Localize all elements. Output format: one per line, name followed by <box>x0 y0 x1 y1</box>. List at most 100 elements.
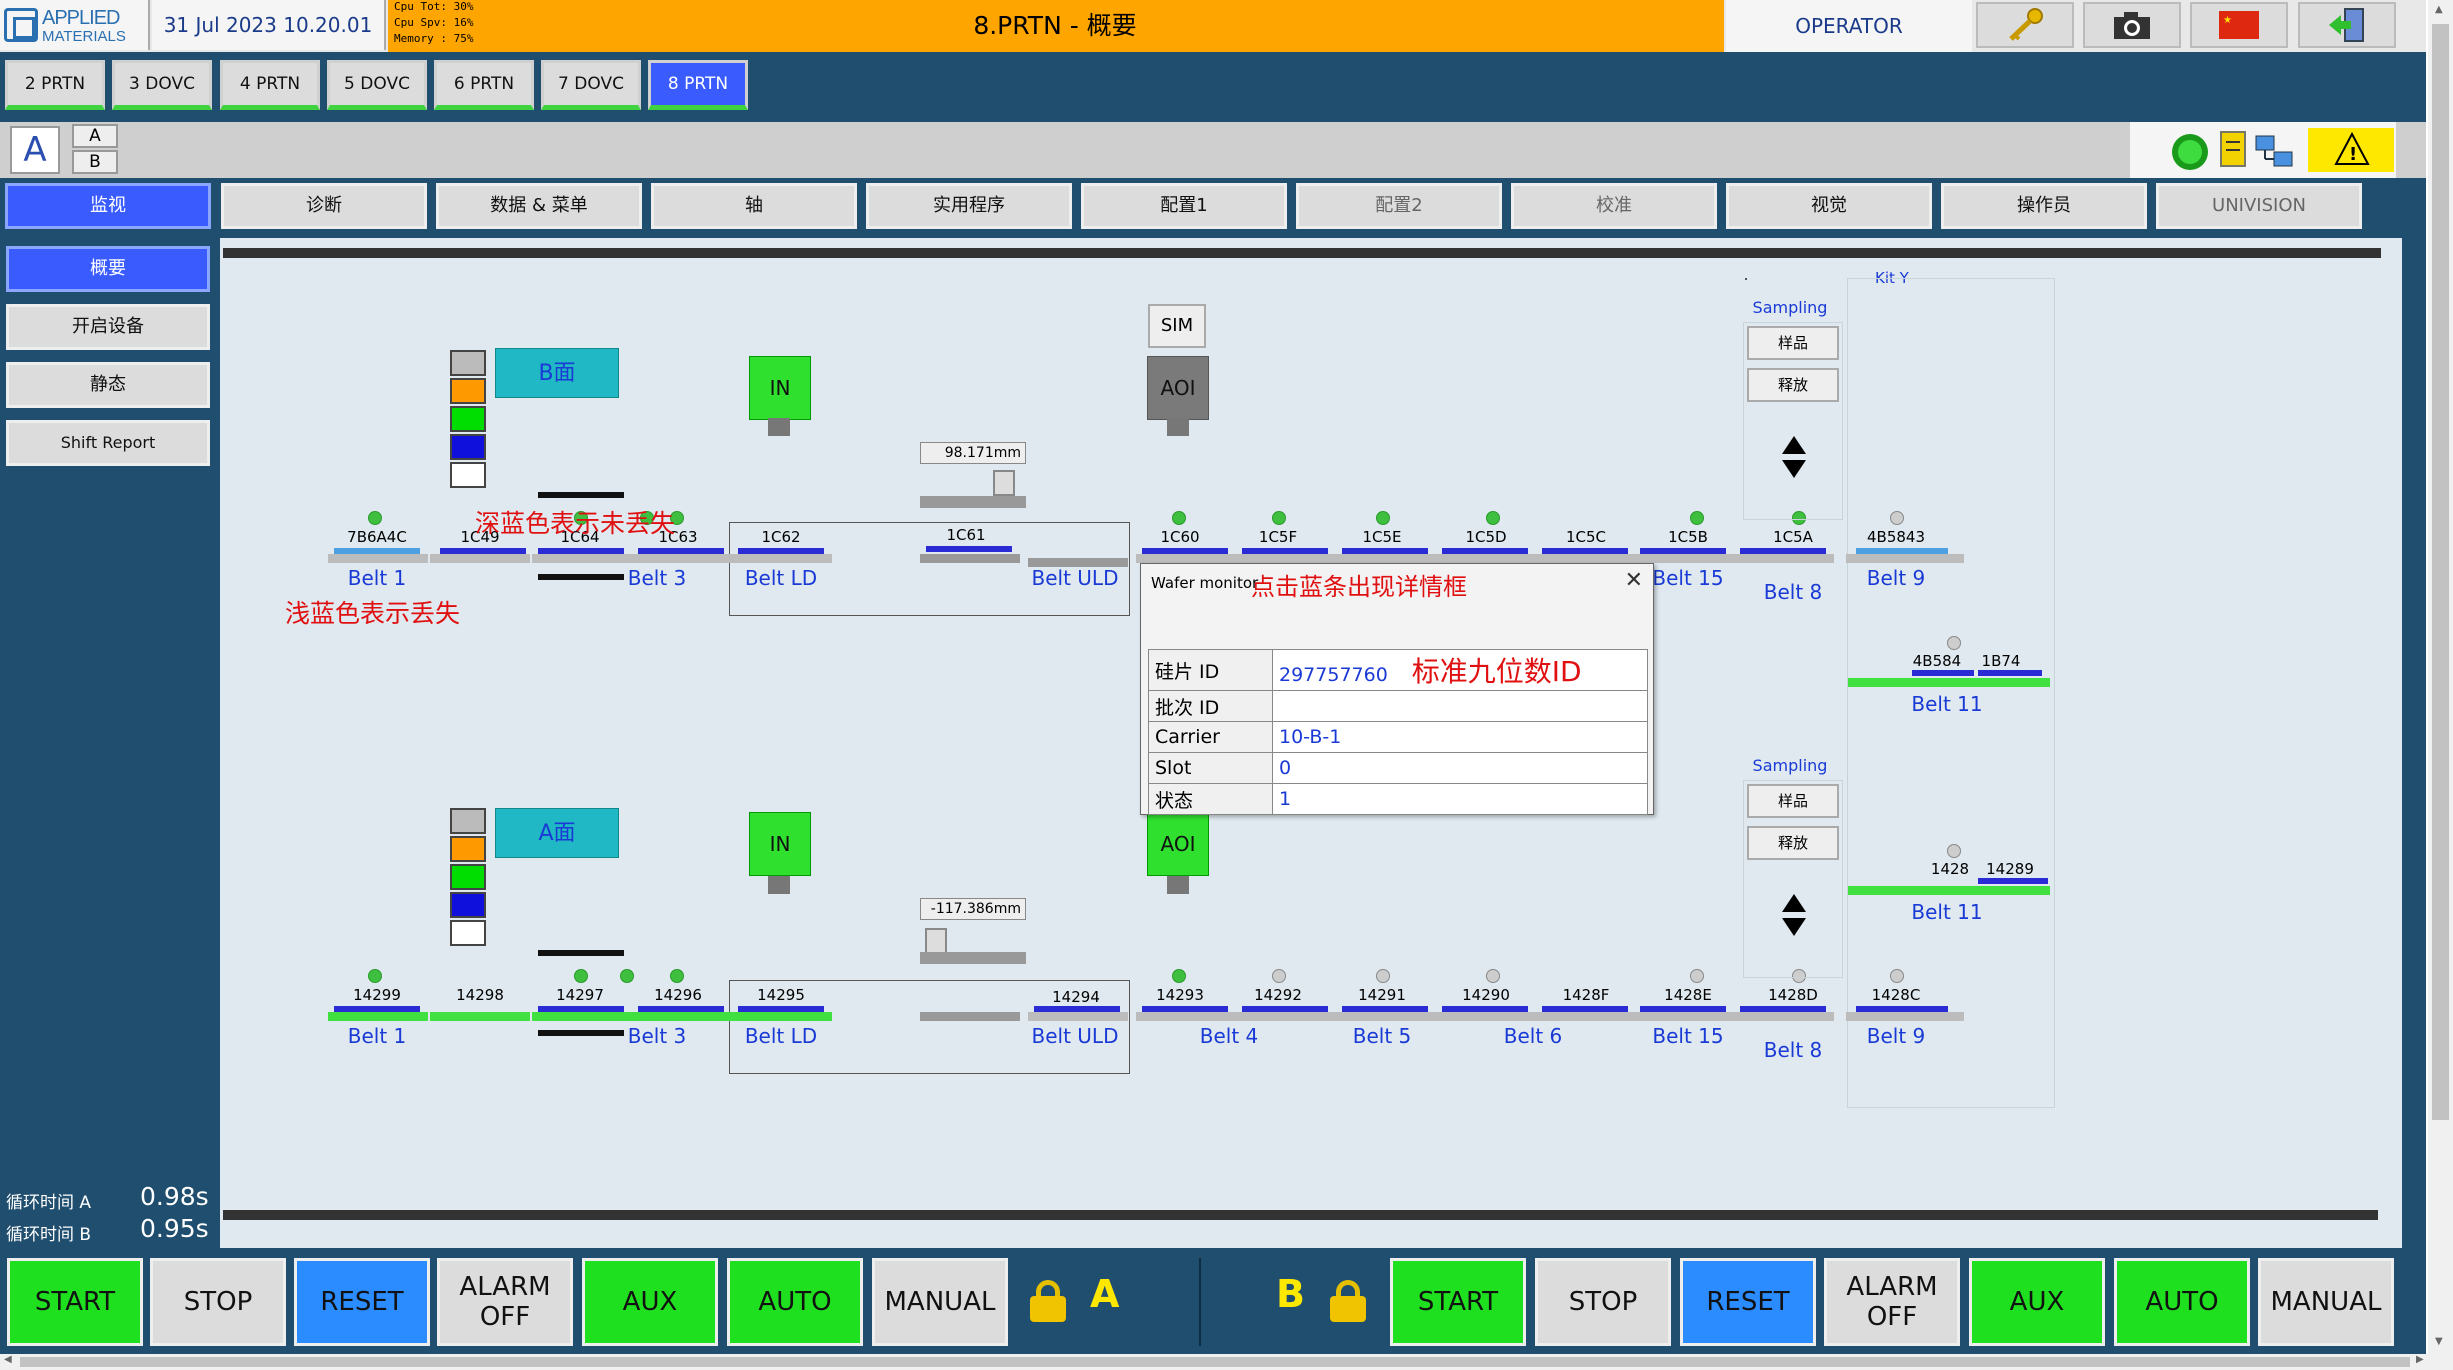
sidebar-item-shift-report[interactable]: Shift Report <box>6 420 210 466</box>
wafer-bar[interactable] <box>440 548 526 554</box>
wafer-bar[interactable] <box>926 546 1012 552</box>
login-key-button[interactable] <box>1976 2 2074 48</box>
wafer-bar[interactable] <box>1740 548 1826 554</box>
wafer-bar[interactable] <box>1542 548 1628 554</box>
lock-b-icon[interactable] <box>1330 1280 1366 1322</box>
alarm-off-a-button[interactable]: ALARM OFF <box>437 1258 573 1346</box>
start-b-button[interactable]: START <box>1390 1258 1526 1346</box>
wafer-bar[interactable] <box>1142 1006 1228 1012</box>
belt-label: Belt 3 <box>627 1024 687 1048</box>
wafer-bar[interactable] <box>1142 548 1228 554</box>
close-icon[interactable]: ✕ <box>1624 568 1643 593</box>
aoi-station-top[interactable]: AOI <box>1147 356 1209 420</box>
language-button[interactable]: ★ <box>2190 2 2288 48</box>
reset-a-button[interactable]: RESET <box>294 1258 430 1346</box>
field-key: Carrier <box>1148 721 1273 753</box>
tab-2-prtn[interactable]: 2 PRTN <box>5 60 105 110</box>
sample-button[interactable]: 样品 <box>1747 326 1839 360</box>
wafer-id: 4B5843 <box>1866 528 1926 546</box>
wafer-bar[interactable] <box>1342 548 1428 554</box>
tab-5-dovc[interactable]: 5 DOVC <box>327 60 427 110</box>
scroll-up-icon[interactable]: ▲ <box>2435 4 2443 15</box>
wafer-bar[interactable] <box>538 548 624 554</box>
in-station-bottom[interactable]: IN <box>749 812 811 876</box>
sidebar-item-start-equipment[interactable]: 开启设备 <box>6 304 210 350</box>
menu-data-recipes[interactable]: 数据 & 菜单 <box>436 183 642 229</box>
wafer-bar[interactable] <box>334 548 420 554</box>
menu-vision[interactable]: 视觉 <box>1726 183 1932 229</box>
reset-b-button[interactable]: RESET <box>1680 1258 1816 1346</box>
release-button[interactable]: 释放 <box>1747 826 1839 860</box>
stop-b-button[interactable]: STOP <box>1535 1258 1671 1346</box>
auto-a-button[interactable]: AUTO <box>727 1258 863 1346</box>
exit-button[interactable] <box>2298 2 2396 48</box>
wafer-bar[interactable] <box>638 548 724 554</box>
wafer-bar[interactable] <box>738 548 824 554</box>
wafer-bar[interactable] <box>334 1006 420 1012</box>
manual-b-button[interactable]: MANUAL <box>2258 1258 2394 1346</box>
menu-calibration[interactable]: 校准 <box>1511 183 1717 229</box>
wafer-bar[interactable] <box>538 1006 624 1012</box>
tab-6-prtn[interactable]: 6 PRTN <box>434 60 534 110</box>
auto-b-button[interactable]: AUTO <box>2114 1258 2250 1346</box>
wafer-bar[interactable] <box>1640 548 1726 554</box>
wafer-bar[interactable] <box>1442 1006 1528 1012</box>
wafer-bar[interactable] <box>1242 1006 1328 1012</box>
vertical-scrollbar[interactable]: ▲ ▼ <box>2428 0 2453 1354</box>
aux-a-button[interactable]: AUX <box>582 1258 718 1346</box>
wafer-bar[interactable] <box>1912 670 1974 676</box>
tab-8-prtn[interactable]: 8 PRTN <box>648 60 748 110</box>
menu-axes[interactable]: 轴 <box>651 183 857 229</box>
sidebar-item-overview[interactable]: 概要 <box>6 246 210 292</box>
lock-a-icon[interactable] <box>1030 1280 1066 1322</box>
up-down-arrow-icon[interactable] <box>1781 436 1807 478</box>
release-button[interactable]: 释放 <box>1747 368 1839 402</box>
sim-button[interactable]: SIM <box>1148 304 1206 348</box>
scroll-left-icon[interactable]: ◀ <box>4 1354 12 1365</box>
wafer-bar[interactable] <box>1640 1006 1726 1012</box>
menu-operator[interactable]: 操作员 <box>1941 183 2147 229</box>
wafer-bar[interactable] <box>638 1006 724 1012</box>
wafer-bar[interactable] <box>1342 1006 1428 1012</box>
scroll-right-icon[interactable]: ▶ <box>2416 1354 2424 1365</box>
warning-indicator[interactable]: ! <box>2308 128 2394 172</box>
aoi-station-bottom[interactable]: AOI <box>1147 812 1209 876</box>
side-a-button[interactable]: A <box>72 124 118 148</box>
scrollbar-thumb[interactable] <box>20 1357 2410 1367</box>
wafer-bar[interactable] <box>738 1006 824 1012</box>
wafer-bar[interactable] <box>1978 670 2042 676</box>
stop-a-button[interactable]: STOP <box>150 1258 286 1346</box>
wafer-bar[interactable] <box>1978 878 2048 884</box>
wafer-bar[interactable] <box>1542 1006 1628 1012</box>
sample-button[interactable]: 样品 <box>1747 784 1839 818</box>
sampling-frame <box>1743 322 1843 520</box>
menu-diagnostics[interactable]: 诊断 <box>221 183 427 229</box>
tab-3-dovc[interactable]: 3 DOVC <box>112 60 212 110</box>
in-station-top[interactable]: IN <box>749 356 811 420</box>
manual-a-button[interactable]: MANUAL <box>872 1258 1008 1346</box>
tab-4-prtn[interactable]: 4 PRTN <box>220 60 320 110</box>
tab-7-dovc[interactable]: 7 DOVC <box>541 60 641 110</box>
menu-config1[interactable]: 配置1 <box>1081 183 1287 229</box>
scrollbar-thumb[interactable] <box>2432 24 2449 1120</box>
screenshot-button[interactable] <box>2083 2 2181 48</box>
wafer-bar[interactable] <box>1442 548 1528 554</box>
horizontal-scrollbar[interactable]: ◀ ▶ <box>0 1354 2453 1370</box>
wafer-bar[interactable] <box>1034 1006 1120 1012</box>
aux-b-button[interactable]: AUX <box>1969 1258 2105 1346</box>
start-a-button[interactable]: START <box>7 1258 143 1346</box>
wafer-bar[interactable] <box>1242 548 1328 554</box>
menu-utilities[interactable]: 实用程序 <box>866 183 1072 229</box>
wafer-bar[interactable] <box>1740 1006 1826 1012</box>
scroll-down-icon[interactable]: ▼ <box>2435 1336 2443 1347</box>
alarm-off-b-button[interactable]: ALARM OFF <box>1824 1258 1960 1346</box>
sidebar-item-static[interactable]: 静态 <box>6 362 210 408</box>
menu-univision[interactable]: UNIVISION <box>2156 183 2362 229</box>
wafer-bar[interactable] <box>1856 1006 1948 1012</box>
belt-label: Belt 5 <box>1352 1024 1412 1048</box>
menu-monitor[interactable]: 监视 <box>5 183 211 229</box>
up-down-arrow-icon[interactable] <box>1781 894 1807 936</box>
wafer-bar[interactable] <box>1856 548 1948 554</box>
menu-config2[interactable]: 配置2 <box>1296 183 1502 229</box>
side-b-button[interactable]: B <box>72 150 118 174</box>
